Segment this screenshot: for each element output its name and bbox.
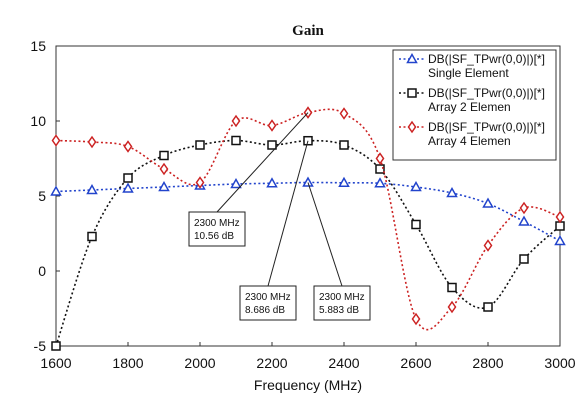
legend-marker-array-2-element [407,88,417,98]
annotation-box [239,285,297,321]
data-point-array-4-element [159,162,169,176]
data-point-single-element [302,176,314,187]
data-point-array-2-element [519,254,529,264]
y-tick-label: 10 [30,113,46,129]
y-tick-label: 0 [38,263,46,279]
annotation-frequency: 2300 MHz [245,292,291,303]
annotation-leader [216,112,309,213]
annotation-gain: 10.56 dB [194,231,234,242]
data-point-single-element [518,215,530,226]
data-point-array-2-element [87,231,97,242]
data-point-array-4-element [375,152,385,165]
data-point-array-2-element [411,219,421,230]
data-point-single-element [446,186,458,198]
x-tick-label: 2200 [256,355,287,371]
data-point-array-4-element [195,176,205,189]
x-tick-label: 1600 [40,355,71,371]
legend-series-sublabel: Single Element [428,66,509,80]
data-point-array-4-element [231,114,241,128]
data-point-single-element [86,183,98,195]
legend-series-name: DB(|SF_TPwr(0,0)|)[*] [428,120,545,134]
legend-series-name: DB(|SF_TPwr(0,0)|)[*] [428,52,545,66]
annotation-gain: 5.883 dB [319,305,359,316]
data-point-single-element [266,177,278,188]
data-point-array-4-element [267,119,277,132]
data-point-array-4-element [87,135,97,149]
data-point-single-element [482,197,494,208]
y-tick-label: 15 [30,38,46,54]
data-point-array-2-element [447,282,457,293]
annotation-leader [267,140,309,287]
data-point-array-4-element [411,312,421,326]
data-point-array-2-element [51,341,61,351]
legend-box [392,49,557,161]
y-axis-ticks: 15 10 5 0 -5 [30,38,60,354]
data-point-single-element [554,234,566,246]
legend-series-name: DB(|SF_TPwr(0,0)|)[*] [428,86,545,100]
annotation-frequency: 2300 MHz [319,292,365,303]
data-point-array-4-element [483,239,493,252]
data-point-array-4-element [339,107,349,120]
series-layer [50,106,566,351]
x-tick-label: 2600 [400,355,431,371]
data-point-array-2-element [195,140,205,150]
data-point-array-4-element [51,134,61,147]
data-point-single-element [122,182,134,193]
data-point-array-2-element [339,140,349,150]
x-tick-label: 1800 [112,355,143,371]
x-tick-label: 3000 [544,355,575,371]
x-tick-label: 2000 [184,355,215,371]
legend-series-sublabel: Array 2 Elemen [428,100,511,114]
data-point-single-element [374,177,386,188]
data-point-single-element [230,177,242,189]
series-array-4-element [51,106,565,331]
data-point-array-4-element [123,140,133,153]
series-line-array-4-element [56,108,560,331]
x-axis-ticks: 1600 1800 2000 2200 2400 2600 2800 3000 [40,342,576,371]
data-point-array-2-element [231,135,241,146]
data-point-single-element [50,185,62,196]
legend-marker-array-4-element [407,120,417,134]
data-point-single-element [158,180,170,192]
chart-title: Gain [292,23,324,39]
data-point-array-4-element [555,210,565,224]
data-point-array-2-element [123,173,133,183]
data-point-array-4-element [447,300,457,314]
y-tick-label: 5 [38,188,46,204]
annotation-box [313,285,371,321]
data-point-single-element [410,180,422,192]
data-point-array-4-element [519,201,529,215]
data-point-array-2-element [483,302,493,312]
data-point-array-2-element [267,140,277,150]
x-tick-label: 2400 [328,355,359,371]
data-point-array-2-element [159,150,169,161]
x-tick-label: 2800 [472,355,503,371]
legend-series-sublabel: Array 4 Elemen [428,134,511,148]
annotation-leader [307,182,343,287]
series-single-element [50,176,566,246]
y-tick-label: -5 [34,338,47,354]
legend-marker-single-element [406,52,418,64]
annotation-gain: 8.686 dB [245,305,285,316]
annotation-layer: 2300 MHz 10.56 dB 2300 MHz 8.686 dB 2300 MHz… [188,112,371,321]
annotation-box [188,211,246,247]
x-axis-label: Frequency (MHz) [254,377,362,393]
data-point-single-element [338,176,350,188]
legend: DB(|SF_TPwr(0,0)|)[*]Single ElementDB(|S… [392,49,557,161]
data-point-array-2-element [375,164,385,174]
annotation-frequency: 2300 MHz [194,218,240,229]
